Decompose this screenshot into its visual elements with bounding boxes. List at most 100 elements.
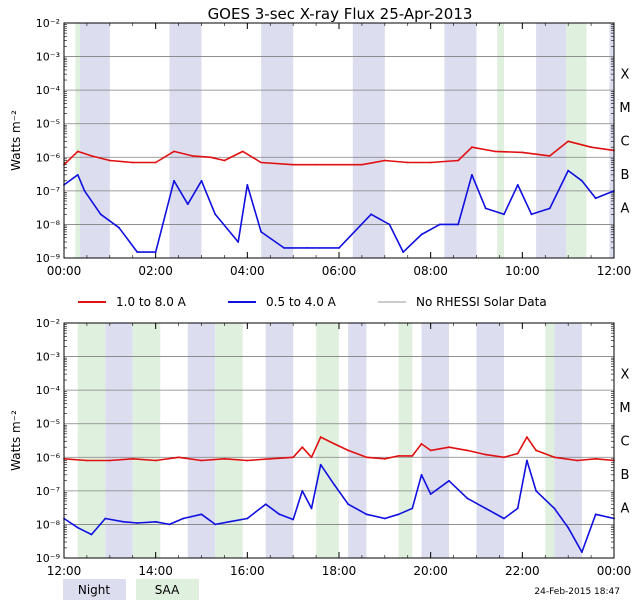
data-point: [186, 203, 189, 206]
y-tick-label: 10⁻⁵: [36, 118, 60, 131]
data-point: [365, 513, 368, 516]
data-point: [301, 446, 304, 449]
data-point: [581, 179, 583, 182]
data-point: [402, 251, 405, 253]
data-point: [521, 151, 524, 154]
data-point: [283, 246, 285, 249]
night-key-label: Night: [78, 583, 111, 597]
saa-band: [75, 23, 81, 258]
data-point: [516, 507, 519, 510]
data-point: [516, 184, 519, 186]
bottom-panel: 10⁻⁹ 10⁻⁸ 10⁻⁷ 10⁻⁶ 10⁻⁵ 10⁻⁴ 10⁻³ 10⁻² A B C M X 12:…: [9, 317, 631, 578]
saa-key-label: SAA: [155, 583, 180, 597]
data-point: [594, 513, 597, 516]
data-point: [406, 161, 409, 164]
data-point: [471, 173, 473, 176]
chart-title: GOES 3-sec X-ray Flux 25-Apr-2013: [208, 5, 473, 23]
night-band: [476, 323, 504, 558]
data-point: [503, 213, 505, 216]
data-point: [90, 533, 93, 536]
data-point: [457, 159, 460, 162]
data-point: [118, 226, 120, 229]
flare-class-label: C: [620, 135, 629, 150]
data-point: [333, 484, 336, 486]
data-point: [306, 246, 308, 249]
y-tick-label: 10⁻⁷: [36, 485, 60, 498]
data-point: [567, 169, 570, 172]
night-band: [261, 23, 294, 258]
data-point: [553, 456, 556, 459]
night-band: [187, 323, 216, 558]
data-point: [237, 241, 240, 243]
saa-band: [545, 323, 555, 558]
data-point: [76, 526, 79, 529]
data-point: [526, 436, 528, 438]
data-point: [278, 513, 281, 516]
data-point: [108, 159, 111, 162]
data-point: [484, 453, 487, 456]
y-tick-label: 10⁻⁸: [36, 218, 61, 231]
flare-class-label: A: [621, 202, 630, 217]
y-tick-label: 10⁻⁴: [36, 84, 61, 97]
x-tick-label: 00:00: [597, 564, 632, 578]
data-point: [241, 150, 244, 153]
data-point: [122, 520, 125, 523]
data-point: [429, 161, 432, 164]
data-point: [228, 520, 230, 523]
flare-class-label: C: [620, 435, 629, 450]
saa-band: [565, 23, 587, 258]
saa-band: [497, 23, 504, 258]
data-point: [553, 507, 556, 510]
data-point: [90, 154, 93, 157]
data-point: [223, 159, 226, 162]
data-point: [214, 213, 217, 216]
y-tick-label: 10⁻⁵: [36, 418, 60, 431]
data-point: [365, 456, 368, 459]
flare-class-label: X: [621, 367, 630, 382]
legend-label-long: 1.0 to 8.0 A: [116, 295, 187, 309]
x-tick-label: 14:00: [138, 564, 173, 578]
x-tick-label: 20:00: [413, 564, 448, 578]
series-short-line: [63, 169, 615, 253]
data-point: [567, 140, 570, 143]
data-point: [246, 184, 249, 186]
data-point: [594, 197, 597, 200]
y-tick-label: 10⁻⁹: [36, 552, 60, 565]
saa-band: [77, 323, 106, 558]
x-tick-label: 02:00: [138, 264, 173, 278]
x-tick-label: 04:00: [230, 264, 265, 278]
data-point: [429, 449, 432, 452]
y-tick-label: 10⁻³: [36, 51, 60, 64]
data-point: [319, 463, 322, 466]
saa-band: [398, 323, 413, 558]
y-tick-label: 10⁻³: [36, 351, 60, 364]
data-point: [76, 150, 79, 153]
data-point: [338, 246, 340, 249]
data-point: [338, 163, 340, 166]
data-point: [333, 443, 336, 445]
y-axis-label: Watts m⁻²: [9, 110, 23, 171]
data-point: [397, 513, 400, 516]
legend-label-short: 0.5 to 4.0 A: [266, 295, 337, 309]
data-point: [535, 489, 537, 492]
x-tick-label: 00:00: [47, 264, 82, 278]
night-band: [536, 23, 569, 258]
night-band: [348, 323, 367, 558]
data-point: [310, 507, 313, 510]
saa-band: [215, 323, 243, 558]
x-tick-label: 06:00: [322, 264, 357, 278]
data-point: [260, 230, 262, 233]
night-band: [609, 23, 614, 258]
night-band: [549, 323, 582, 558]
data-point: [315, 163, 317, 166]
x-tick-label: 10:00: [505, 264, 540, 278]
data-point: [131, 161, 134, 164]
data-point: [292, 163, 295, 166]
data-point: [466, 449, 469, 452]
x-tick-label: 22:00: [505, 564, 540, 578]
x-tick-label: 12:00: [47, 564, 82, 578]
flare-class-label: X: [621, 67, 630, 82]
x-tick-label: 18:00: [322, 564, 357, 578]
night-band: [421, 323, 449, 558]
night-band: [352, 23, 385, 258]
